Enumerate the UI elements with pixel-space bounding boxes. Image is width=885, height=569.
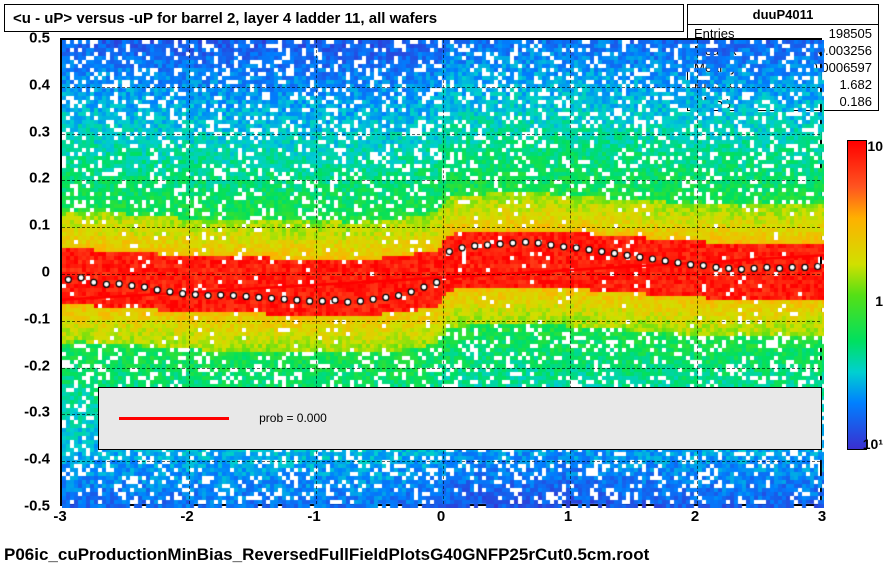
gridline-horizontal [62, 461, 820, 462]
gridline-horizontal [62, 87, 820, 88]
colorbar-tick-label: 1 [875, 293, 883, 309]
x-tick-label: 2 [691, 508, 699, 525]
x-tick-label: -3 [53, 508, 66, 525]
y-tick-label: -0.1 [24, 310, 50, 327]
stats-value: 198505 [829, 26, 872, 41]
legend-box: prob = 0.000 [98, 387, 822, 450]
colorbar-tick-label: 10¹ [863, 436, 883, 452]
x-tick-label: 1 [564, 508, 572, 525]
colorbar [847, 140, 867, 450]
x-tick-label: -1 [307, 508, 320, 525]
y-tick-label: 0.4 [29, 76, 50, 93]
gridline-horizontal [62, 180, 820, 181]
caption: P06ic_cuProductionMinBias_ReversedFullFi… [4, 545, 649, 565]
x-tick-label: 0 [437, 508, 445, 525]
gridline-horizontal [62, 321, 820, 322]
gridline-horizontal [62, 368, 820, 369]
y-axis-labels: -0.5-0.4-0.3-0.2-0.100.10.20.30.40.5 [0, 38, 56, 506]
y-tick-label: 0.3 [29, 123, 50, 140]
stats-value: 1.682 [839, 77, 872, 92]
gridline-horizontal [62, 227, 820, 228]
y-tick-label: -0.3 [24, 404, 50, 421]
stats-name: duuP4011 [688, 5, 878, 25]
x-axis-labels: -3-2-10123 [60, 508, 822, 528]
legend-prob-text: prob = 0.000 [259, 411, 327, 425]
y-tick-label: 0 [42, 264, 50, 281]
chart-title: <u - uP> versus -uP for barrel 2, layer … [4, 4, 684, 32]
y-tick-label: 0.5 [29, 30, 50, 47]
x-tick-label: -2 [180, 508, 193, 525]
y-tick-label: -0.2 [24, 357, 50, 374]
stats-value: 0.003256 [818, 43, 872, 58]
y-tick-label: 0.1 [29, 217, 50, 234]
legend-fit-line [119, 417, 229, 420]
gridline-horizontal [62, 274, 820, 275]
y-tick-label: 0.2 [29, 170, 50, 187]
stats-value: 0.186 [839, 94, 872, 109]
y-tick-label: -0.5 [24, 498, 50, 515]
x-tick-label: 3 [818, 508, 826, 525]
y-tick-label: -0.4 [24, 451, 50, 468]
gridline-horizontal [62, 134, 820, 135]
colorbar-tick-label: 10 [867, 138, 883, 154]
